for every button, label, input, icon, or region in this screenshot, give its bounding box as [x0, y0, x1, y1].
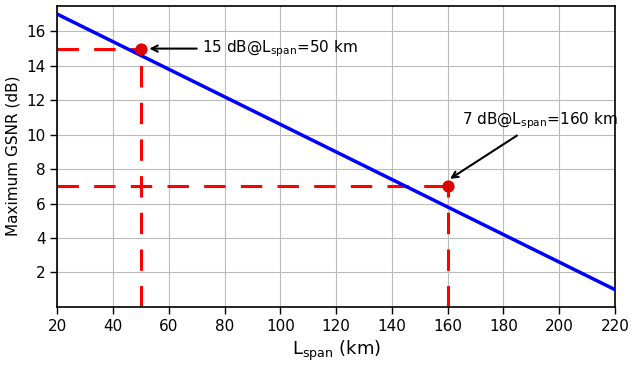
Point: [136, 46, 146, 52]
X-axis label: L$_{\rm span}$ (km): L$_{\rm span}$ (km): [292, 339, 381, 363]
Text: 7 dB@L$_{\rm span}$=160 km: 7 dB@L$_{\rm span}$=160 km: [452, 111, 618, 177]
Point: [443, 183, 453, 189]
Y-axis label: Maximum GSNR (dB): Maximum GSNR (dB): [6, 76, 20, 237]
Text: 15 dB@L$_{\rm span}$=50 km: 15 dB@L$_{\rm span}$=50 km: [152, 38, 358, 59]
